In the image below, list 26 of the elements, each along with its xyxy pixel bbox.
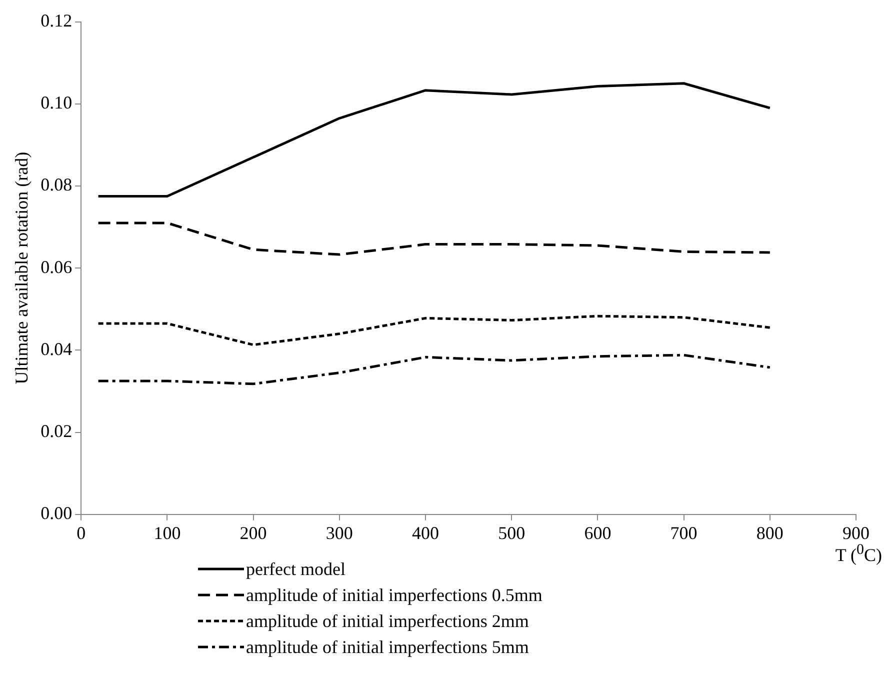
x-axis-title: T ($^{0}$C) — [835, 542, 882, 565]
x-tick-label: 100 — [154, 522, 181, 543]
x-tick-label: 200 — [240, 522, 267, 543]
y-axis-title: Ultimate available rotation (rad) — [12, 152, 32, 384]
legend-label: amplitude of initial imperfections 5mm — [246, 636, 529, 658]
line-series — [97, 222, 772, 256]
y-tick-label: 0.00 — [40, 503, 72, 524]
y-tick-label: 0.10 — [40, 92, 72, 113]
legend-label: amplitude of initial imperfections 2mm — [246, 610, 529, 632]
legend-label: amplitude of initial imperfections 0.5mm — [246, 584, 542, 606]
x-tick-label: 0 — [76, 522, 86, 543]
line-series — [97, 314, 772, 346]
x-tick-label: 800 — [756, 522, 784, 543]
legend-label: perfect model — [246, 558, 346, 580]
x-tick-label: 700 — [670, 522, 698, 543]
y-tick-label: 0.12 — [40, 10, 72, 31]
line-series — [97, 354, 772, 386]
y-tick-label: 0.08 — [40, 174, 72, 195]
x-tick-label: 600 — [584, 522, 612, 543]
y-tick-label: 0.02 — [40, 421, 72, 442]
x-tick-label: 500 — [498, 522, 526, 543]
y-tick-label: 0.06 — [40, 256, 72, 277]
x-tick-label: 400 — [412, 522, 439, 543]
x-tick-label: 300 — [326, 522, 353, 543]
x-tick-label: 900 — [842, 522, 870, 543]
y-tick-label: 0.04 — [40, 338, 72, 359]
